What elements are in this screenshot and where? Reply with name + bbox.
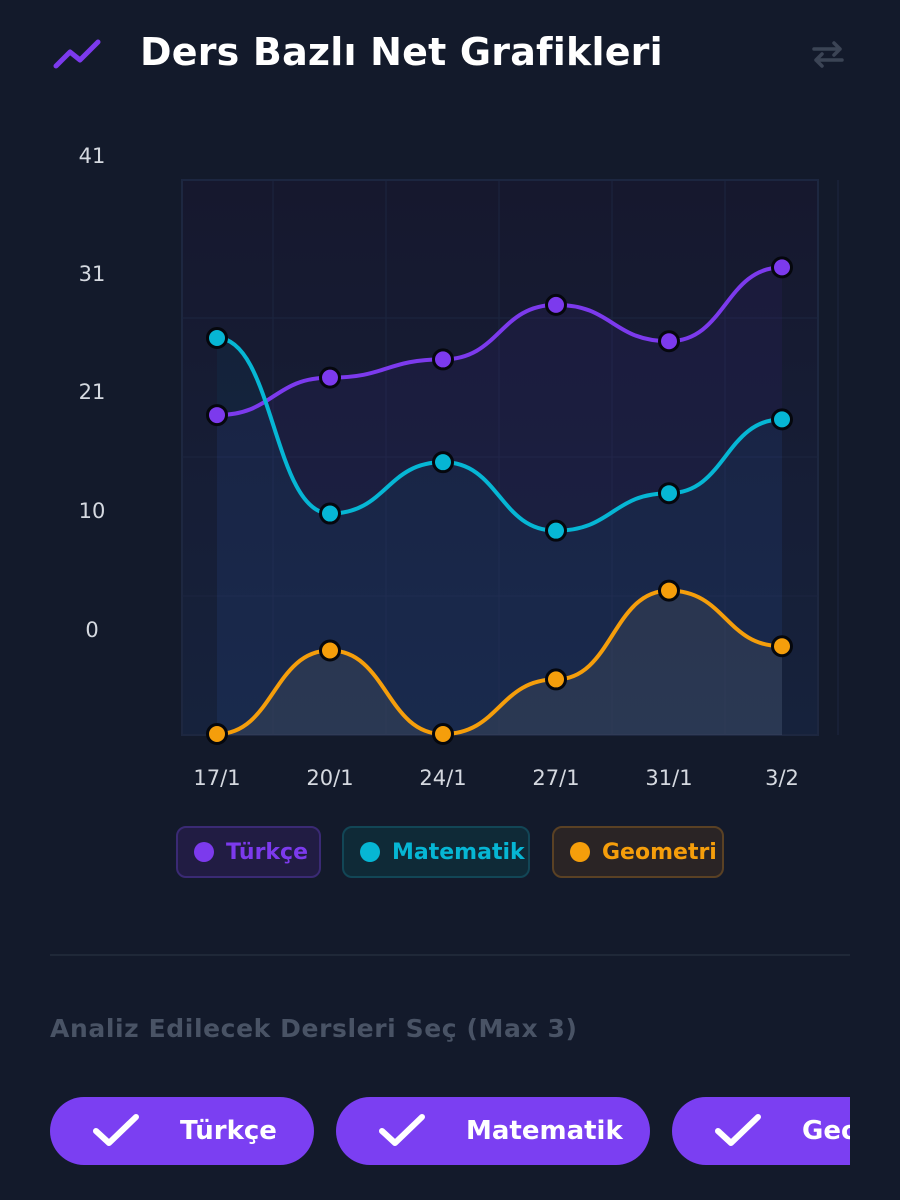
x-tick-label: 20/1 xyxy=(306,766,353,790)
course-chip-t-rk-e[interactable]: Türkçe xyxy=(50,1097,314,1165)
check-icon xyxy=(715,1114,761,1146)
chart-legend: Türkçe Matematik Geometri xyxy=(0,826,900,882)
chip-label: Türkçe xyxy=(180,1116,277,1146)
data-point-t-rk-e[interactable] xyxy=(658,330,680,353)
chart-header: Ders Bazlı Net Grafikleri xyxy=(52,28,852,84)
course-chip-matematik[interactable]: Matematik xyxy=(336,1097,650,1165)
series-line-matematik xyxy=(215,336,784,533)
page-title: Ders Bazlı Net Grafikleri xyxy=(140,30,663,74)
line-chart: 41 31 21 10 0 17/1 20/1 24/1 27/1 31/1 3/2 xyxy=(79,144,839,790)
data-point-matematik[interactable] xyxy=(432,451,454,474)
data-point-geometri[interactable] xyxy=(206,723,228,745)
legend-label: Matematik xyxy=(392,839,525,865)
data-point-geometri[interactable] xyxy=(432,723,454,745)
chip-label: Matematik xyxy=(466,1116,623,1146)
data-point-geometri[interactable] xyxy=(658,579,680,602)
data-point-t-rk-e[interactable] xyxy=(319,366,341,389)
x-tick-label: 27/1 xyxy=(532,766,579,790)
course-chip-geometri[interactable]: Geometri xyxy=(672,1097,850,1165)
x-tick-label: 24/1 xyxy=(419,766,466,790)
data-point-matematik[interactable] xyxy=(545,519,567,542)
legend-label: Türkçe xyxy=(226,839,309,865)
legend-dot-icon xyxy=(570,842,590,862)
swap-arrows-icon[interactable] xyxy=(808,38,848,70)
series-area-matematik xyxy=(217,338,782,735)
course-chip-list: Türkçe Matematik Geometri xyxy=(50,1097,850,1167)
data-point-matematik[interactable] xyxy=(319,502,341,525)
data-point-geometri[interactable] xyxy=(545,668,567,691)
data-point-t-rk-e[interactable] xyxy=(771,256,793,279)
data-point-t-rk-e[interactable] xyxy=(545,293,567,316)
check-icon xyxy=(379,1114,425,1146)
x-tick-label: 3/2 xyxy=(765,766,799,790)
trend-up-icon xyxy=(53,39,101,69)
data-point-matematik[interactable] xyxy=(771,408,793,431)
y-tick-label: 0 xyxy=(85,618,98,642)
x-tick-label: 31/1 xyxy=(645,766,692,790)
legend-item-matematik[interactable]: Matematik xyxy=(342,826,530,878)
data-point-matematik[interactable] xyxy=(206,327,228,350)
series-line-t-rk-e xyxy=(215,265,784,418)
x-tick-label: 17/1 xyxy=(193,766,240,790)
legend-item-geometri[interactable]: Geometri xyxy=(552,826,724,878)
section-title: Analiz Edilecek Dersleri Seç (Max 3) xyxy=(50,1014,578,1043)
chip-label: Geometri xyxy=(802,1116,850,1146)
data-point-geometri[interactable] xyxy=(319,639,341,662)
data-point-geometri[interactable] xyxy=(771,635,793,658)
legend-label: Geometri xyxy=(602,839,717,865)
data-point-matematik[interactable] xyxy=(658,482,680,505)
y-tick-label: 31 xyxy=(79,262,106,286)
legend-item-t-rk-e[interactable]: Türkçe xyxy=(176,826,321,878)
y-tick-label: 10 xyxy=(79,499,106,523)
series-area-t-rk-e xyxy=(217,267,782,735)
legend-dot-icon xyxy=(360,842,380,862)
data-point-t-rk-e[interactable] xyxy=(206,404,228,427)
divider xyxy=(50,954,850,956)
series-area-geometri xyxy=(217,590,782,735)
y-tick-label: 21 xyxy=(79,380,106,404)
y-tick-label: 41 xyxy=(79,144,106,168)
check-icon xyxy=(93,1114,139,1146)
data-point-t-rk-e[interactable] xyxy=(432,348,454,371)
legend-dot-icon xyxy=(194,842,214,862)
